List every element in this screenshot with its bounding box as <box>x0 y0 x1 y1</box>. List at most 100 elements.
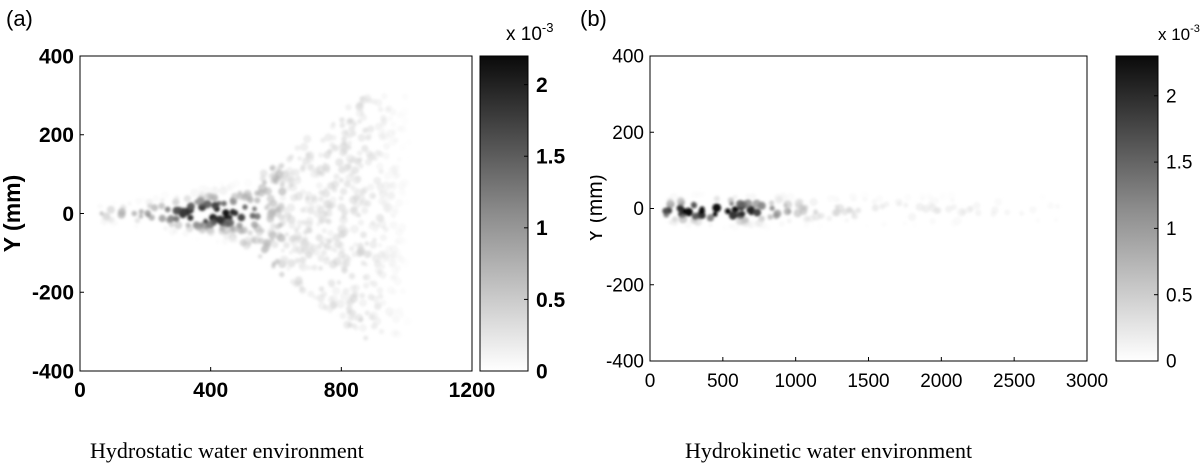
b-density-blob <box>818 212 825 219</box>
a-density-blob <box>315 234 323 242</box>
a-density-blob <box>160 198 165 203</box>
a-density-blob <box>252 206 257 212</box>
a-density-blob <box>221 238 229 246</box>
b-density-blob <box>731 222 740 231</box>
a-density-blob <box>316 222 321 227</box>
a-density-blob <box>187 214 194 221</box>
a-density-blob <box>299 286 307 294</box>
b-density-blob <box>662 207 669 215</box>
b-colorbar-tick-label: 1 <box>1166 219 1177 240</box>
a-density-blob <box>340 292 349 301</box>
a-density-blob <box>271 241 279 249</box>
a-density-blob <box>279 271 285 278</box>
a-density-blob <box>396 125 403 132</box>
a-density-blob <box>273 178 279 185</box>
a-density-blob <box>337 230 346 239</box>
b-density-blob <box>855 207 862 214</box>
b-density-blob <box>783 200 793 209</box>
a-density-blob <box>274 224 281 230</box>
a-density-blob <box>345 305 353 312</box>
a-density-blob <box>339 165 347 174</box>
a-density-blob <box>228 235 236 243</box>
a-density-blob <box>376 271 382 276</box>
b-density-blob <box>844 218 850 224</box>
a-density-blob <box>296 219 303 226</box>
a-density-blob <box>268 173 275 180</box>
a-density-blob <box>169 231 175 237</box>
b-density-blob <box>903 202 909 208</box>
a-density-blob <box>329 236 335 243</box>
a-colorbar-tick-label: 1.5 <box>536 146 566 169</box>
a-density-blob <box>301 219 307 226</box>
a-density-blob <box>336 299 345 309</box>
a-density-blob <box>257 237 265 244</box>
a-density-blob <box>327 229 334 237</box>
a-density-blob <box>383 152 390 160</box>
a-density-blob <box>239 239 247 247</box>
b-density-blob <box>860 191 870 201</box>
b-xtick-label: 1500 <box>847 371 889 392</box>
a-density-blob <box>359 96 365 102</box>
b-density-blob <box>1004 209 1011 216</box>
a-density-blob <box>251 238 257 244</box>
a-density-blob <box>319 240 325 245</box>
a-density-blob <box>370 193 376 199</box>
b-density-blob <box>708 222 713 228</box>
a-density-blob <box>299 256 307 264</box>
a-density-blob <box>399 287 407 295</box>
a-density-blob <box>277 202 285 210</box>
b-density-blob <box>904 193 912 202</box>
b-ytick-label: 400 <box>612 47 644 68</box>
a-density-blob <box>351 251 358 258</box>
a-xtick-label: 400 <box>193 379 228 402</box>
a-density-blob <box>359 188 367 196</box>
a-density-blob <box>363 335 369 341</box>
a-density-blob <box>283 242 290 249</box>
a-density-blob <box>306 265 312 271</box>
a-density-blob <box>379 234 387 242</box>
a-density-blob <box>300 163 307 170</box>
a-density-blob <box>279 176 287 184</box>
a-density-blob <box>225 218 235 227</box>
b-density-blob <box>875 195 884 203</box>
a-density-blob <box>278 187 287 196</box>
b-density-blob <box>960 209 967 215</box>
b-density-blob <box>950 219 958 228</box>
b-density-blob <box>803 221 810 228</box>
a-density-cloud <box>97 92 413 341</box>
a-density-blob <box>152 194 160 202</box>
b-density-blob <box>919 192 926 200</box>
b-density-blob <box>871 199 877 205</box>
panel-b: (b) 0 500 1000 1500 2000 2500 3000 400 200 0 -200-… <box>580 0 1200 474</box>
b-density-blob <box>721 224 728 231</box>
a-density-blob <box>135 197 143 205</box>
a-density-blob <box>295 175 301 181</box>
a-density-blob <box>401 93 409 101</box>
a-density-blob <box>97 203 103 210</box>
b-density-blob <box>871 204 879 212</box>
a-density-blob <box>368 280 374 285</box>
a-density-blob <box>268 231 277 240</box>
a-density-blob <box>279 182 285 188</box>
a-colorbar-tick-label: 1 <box>536 217 548 240</box>
b-plot-area <box>650 56 1087 361</box>
b-density-blob <box>947 191 956 200</box>
a-density-blob <box>390 330 398 338</box>
b-density-blob <box>786 218 792 224</box>
a-density-blob <box>289 183 298 192</box>
a-density-blob <box>384 172 392 180</box>
b-colorbar-tick-label: 0 <box>1166 352 1177 373</box>
a-density-blob <box>380 127 386 133</box>
b-density-blob <box>746 221 753 228</box>
a-density-blob <box>206 220 215 229</box>
a-density-blob <box>357 133 366 142</box>
a-density-blob <box>372 295 379 303</box>
b-density-blob <box>670 217 679 226</box>
a-density-blob <box>362 274 368 281</box>
a-density-blob <box>314 173 320 178</box>
a-density-blob <box>211 186 220 195</box>
a-density-blob <box>254 197 261 204</box>
a-density-blob <box>356 249 364 257</box>
b-density-blob <box>736 200 745 208</box>
a-density-blob <box>247 196 254 204</box>
